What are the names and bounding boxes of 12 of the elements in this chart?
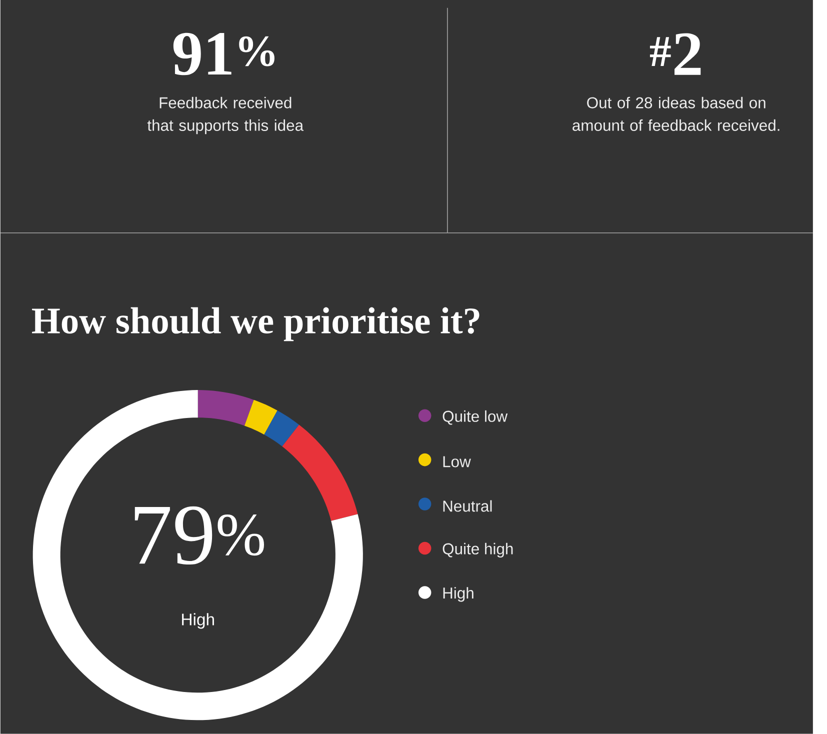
legend-label: Low bbox=[443, 456, 471, 468]
text: Out of 28 ideas based on amount of feedback received. bbox=[572, 96, 780, 131]
text: 91$^{%}$ bbox=[173, 32, 274, 76]
text: $^{#}$2 bbox=[650, 33, 701, 75]
chart-title: How should we prioritise it? bbox=[32, 307, 480, 342]
text: High bbox=[182, 613, 214, 629]
legend-label: Quite high bbox=[442, 542, 513, 558]
legend-label: Quite low bbox=[442, 410, 508, 425]
legend-label: Neutral bbox=[443, 500, 492, 512]
text: 79$^{%}$ bbox=[134, 506, 264, 565]
text: Feedback received that supports this idea bbox=[147, 96, 304, 134]
legend-label: High bbox=[443, 587, 474, 602]
